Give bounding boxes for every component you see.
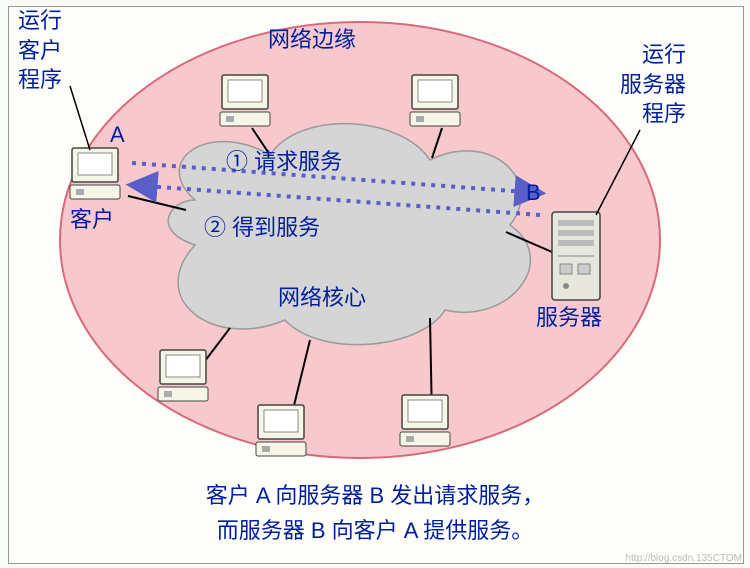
computer-icon <box>220 75 270 126</box>
arrow2-label: ② 得到服务 <box>204 210 320 242</box>
computer-icon <box>256 405 306 456</box>
node-a-label: A <box>110 122 125 148</box>
client-note-l2: 客户 <box>18 38 62 63</box>
arrow2-num: ② <box>204 215 226 240</box>
server-note: 运行 服务器 程序 <box>620 40 686 129</box>
server-note-l3: 程序 <box>642 101 686 126</box>
client-note-l3: 程序 <box>18 67 62 92</box>
arrow1-num: ① <box>226 149 248 174</box>
arrow1-text: 请求服务 <box>248 149 342 174</box>
server-note-l2: 服务器 <box>620 72 686 97</box>
arrow1-label: ① 请求服务 <box>226 144 342 176</box>
server-label: 服务器 <box>536 300 602 332</box>
computer-icon <box>158 350 208 401</box>
edge-title: 网络边缘 <box>268 22 356 54</box>
client-note-l1: 运行 <box>18 8 62 33</box>
server-note-l1: 运行 <box>642 42 686 67</box>
core-title: 网络核心 <box>278 280 366 312</box>
computer-icon <box>70 148 120 199</box>
node-b-label: B <box>526 180 541 206</box>
client-note: 运行 客户 程序 <box>18 6 62 95</box>
watermark: http://blog.csdn.135CTOM <box>625 553 742 564</box>
computer-icon <box>400 395 450 446</box>
caption-l2: 而服务器 B 向客户 A 提供服务。 <box>217 518 534 543</box>
computer-icon <box>410 75 460 126</box>
caption: 客户 A 向服务器 B 发出请求服务， 而服务器 B 向客户 A 提供服务。 <box>0 478 750 548</box>
arrow2-text: 得到服务 <box>226 215 320 240</box>
client-label: 客户 <box>70 202 114 234</box>
server-icon <box>552 212 600 300</box>
caption-l1: 客户 A 向服务器 B 发出请求服务， <box>206 483 545 508</box>
pointer-line <box>70 86 90 150</box>
